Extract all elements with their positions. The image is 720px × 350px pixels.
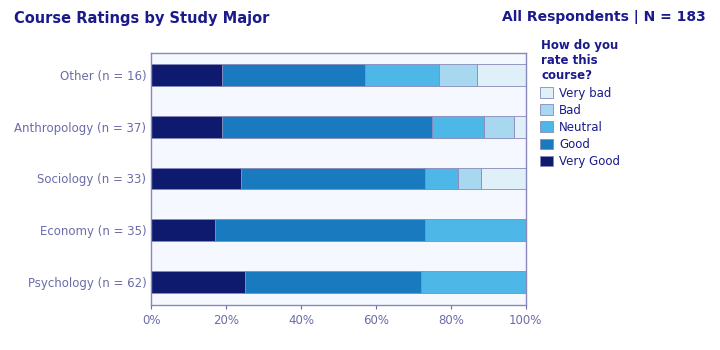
Bar	[245, 271, 420, 293]
Bar	[151, 116, 222, 138]
Bar	[432, 116, 485, 138]
Bar	[222, 116, 432, 138]
Bar	[439, 64, 477, 86]
Bar	[364, 64, 439, 86]
Bar	[425, 219, 526, 241]
Bar	[485, 116, 514, 138]
Bar	[151, 64, 222, 86]
Bar	[151, 219, 215, 241]
Bar	[477, 64, 526, 86]
Bar	[215, 219, 425, 241]
Bar	[514, 116, 526, 138]
Bar	[458, 168, 481, 189]
Bar	[151, 168, 241, 189]
Text: Course Ratings by Study Major: Course Ratings by Study Major	[14, 10, 270, 26]
Bar	[222, 64, 364, 86]
Bar	[241, 168, 425, 189]
Text: All Respondents | N = 183: All Respondents | N = 183	[502, 10, 706, 25]
Bar	[420, 271, 526, 293]
Bar	[481, 168, 526, 189]
Bar	[425, 168, 458, 189]
Bar	[151, 271, 245, 293]
Legend: Very bad, Bad, Neutral, Good, Very Good: Very bad, Bad, Neutral, Good, Very Good	[539, 38, 621, 169]
